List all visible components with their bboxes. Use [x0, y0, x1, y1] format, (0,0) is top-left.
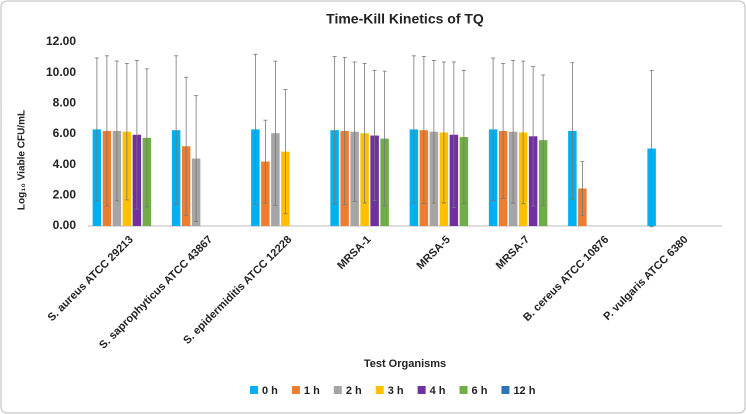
x-axis-label: Test Organisms	[364, 358, 446, 370]
legend-swatch	[501, 386, 510, 394]
legend-label: 6 h	[472, 385, 488, 397]
legend-label: 0 h	[262, 385, 278, 397]
y-tick-label: 10.00	[46, 65, 76, 79]
y-axis-label: Log₁₀ Viable CFU/mL	[17, 110, 28, 210]
legend-swatch	[459, 386, 468, 394]
legend-swatch	[291, 386, 300, 394]
legend-swatch	[417, 386, 426, 394]
legend-swatch	[333, 386, 342, 394]
legend-label: 4 h	[430, 385, 446, 397]
legend-label: 1 h	[304, 385, 320, 397]
legend-swatch	[250, 386, 258, 394]
legend-label: 2 h	[346, 385, 362, 397]
y-tick-label: 4.00	[53, 157, 77, 171]
legend-label: 12 h	[513, 385, 535, 397]
y-tick-label: 6.00	[53, 126, 77, 140]
chart-title: Time-Kill Kinetics of TQ	[326, 11, 484, 27]
y-tick-label: 12.00	[46, 34, 76, 48]
legend-swatch	[375, 386, 384, 394]
y-tick-label: 8.00	[53, 96, 77, 110]
legend-label: 3 h	[388, 385, 404, 397]
y-tick-label: 2.00	[53, 188, 77, 202]
y-tick-label: 0.00	[53, 218, 77, 232]
